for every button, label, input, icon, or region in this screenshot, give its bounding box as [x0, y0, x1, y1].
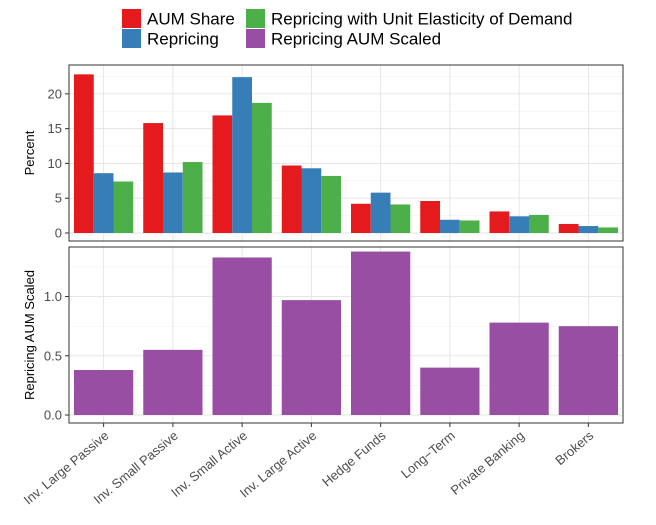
- x-tick-label-hedge-funds: Hedge Funds: [319, 427, 389, 489]
- bar-aum-share-private-banking: [489, 211, 510, 233]
- y-tick-label: 10: [48, 156, 62, 171]
- bar-aum-share-long-term: [420, 200, 440, 233]
- y-tick-label: 20: [48, 86, 62, 101]
- bar-repricing-aum-scaled-inv-large-passive: [74, 369, 134, 415]
- x-tick-label-private-banking: Private Banking: [448, 428, 527, 498]
- bar-aum-share-inv-large-passive: [74, 74, 94, 233]
- bar-repricing-long-term: [440, 219, 460, 233]
- panel-border: [68, 64, 624, 242]
- bar-repricing-inv-small-passive: [163, 172, 183, 233]
- legend-key-aum-share: [122, 9, 141, 28]
- bar-repricing-inv-large-active: [301, 168, 322, 233]
- bar-repricing-brokers: [578, 226, 599, 233]
- bar-repricing-with-unit-elasticity-of-demand-hedge-funds: [390, 204, 411, 233]
- bar-repricing-aum-scaled-inv-small-passive: [143, 349, 203, 415]
- legend-label-repricing-with-unit-elasticity-of-demand: Repricing with Unit Elasticity of Demand: [271, 10, 572, 29]
- legend-label-aum-share: AUM Share: [147, 10, 235, 29]
- bar-repricing-with-unit-elasticity-of-demand-inv-small-active: [252, 102, 272, 233]
- legend-key-repricing-with-unit-elasticity-of-demand: [246, 9, 265, 28]
- bar-repricing-with-unit-elasticity-of-demand-inv-large-active: [321, 175, 341, 233]
- bar-aum-share-inv-large-active: [281, 165, 302, 233]
- legend-label-repricing-aum-scaled: Repricing AUM Scaled: [271, 30, 441, 49]
- bar-aum-share-brokers: [558, 223, 579, 233]
- bar-repricing-aum-scaled-private-banking: [489, 322, 549, 415]
- y-tick-label: 0.0: [44, 408, 62, 423]
- x-tick-label-brokers: Brokers: [552, 427, 596, 468]
- y-tick-label: 5: [55, 191, 62, 206]
- bar-repricing-aum-scaled-hedge-funds: [351, 251, 411, 415]
- bar-repricing-with-unit-elasticity-of-demand-inv-large-passive: [113, 181, 134, 233]
- bar-repricing-hedge-funds: [370, 192, 391, 233]
- bar-repricing-aum-scaled-brokers: [558, 326, 618, 415]
- y-tick-label: 1.0: [44, 289, 62, 304]
- bar-repricing-aum-scaled-inv-large-active: [281, 300, 341, 415]
- panel-top-percent: 0 5 10 15 20 Percent: [22, 64, 624, 242]
- panel-border: [68, 246, 624, 424]
- bar-repricing-private-banking: [509, 216, 529, 233]
- legend-label-repricing: Repricing: [147, 30, 219, 49]
- bar-repricing-with-unit-elasticity-of-demand-long-term: [459, 220, 480, 233]
- bar-repricing-inv-small-active: [232, 77, 252, 233]
- bar-repricing-aum-scaled-inv-small-active: [212, 257, 272, 415]
- bar-aum-share-inv-small-passive: [143, 123, 163, 233]
- bar-repricing-with-unit-elasticity-of-demand-private-banking: [529, 214, 549, 233]
- legend-key-repricing-aum-scaled: [246, 29, 265, 48]
- x-tick-label-long-term: Long−Term: [398, 428, 458, 482]
- legend-key-repricing: [122, 29, 141, 48]
- y-tick-label: 15: [48, 121, 62, 136]
- bar-aum-share-hedge-funds: [351, 203, 371, 233]
- bar-repricing-aum-scaled-long-term: [420, 367, 480, 415]
- panel-bottom-repricing-aum-scaled: 0.0 0.5 1.0 Repricing AUM Scaled: [22, 246, 624, 424]
- y-axis-title: Percent: [22, 130, 37, 175]
- y-axis-title: Repricing AUM Scaled: [22, 270, 37, 400]
- y-tick-label: 0.5: [44, 348, 62, 363]
- bar-repricing-with-unit-elasticity-of-demand-brokers: [598, 227, 618, 233]
- bar-repricing-inv-large-passive: [93, 173, 114, 233]
- bar-aum-share-inv-small-active: [212, 115, 233, 233]
- bar-repricing-with-unit-elasticity-of-demand-inv-small-passive: [182, 162, 203, 233]
- y-tick-label: 0: [55, 226, 62, 241]
